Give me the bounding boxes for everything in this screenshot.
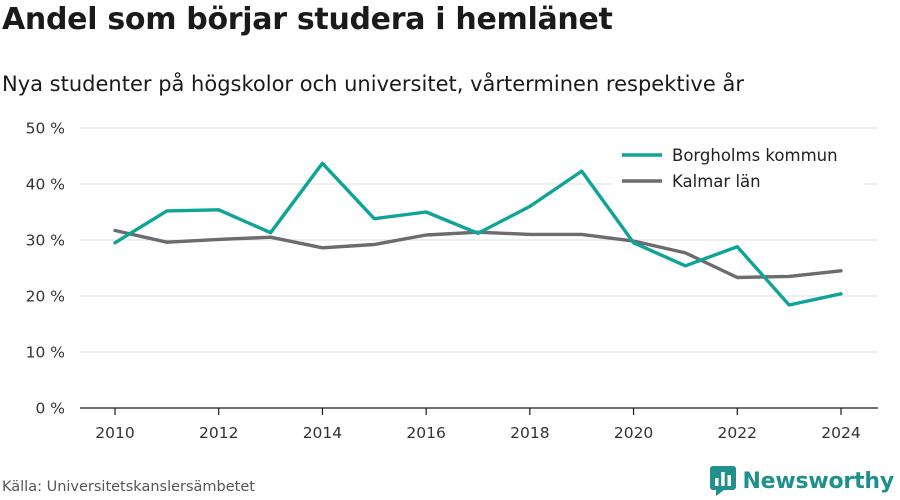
bar-chart-icon	[710, 466, 737, 496]
x-tick-label: 2010	[95, 424, 134, 442]
brand-logo: Newsworthy	[710, 466, 894, 496]
x-tick-label: 2022	[718, 424, 757, 442]
x-tick-label: 2024	[821, 424, 860, 442]
legend-label: Kalmar län	[672, 172, 761, 191]
series-line-borgholms-kommun	[113, 161, 843, 307]
y-axis-ticks: 0 % 10 % 20 % 30 % 40 % 50 %	[26, 120, 65, 418]
y-tick-label: 0 %	[35, 400, 65, 418]
y-tick-label: 10 %	[26, 344, 65, 362]
brand-name: Newsworthy	[742, 468, 894, 494]
x-tick-label: 2014	[303, 424, 342, 442]
y-tick-label: 30 %	[26, 232, 65, 250]
y-tick-label: 40 %	[26, 176, 65, 194]
chart-subtitle: Nya studenter på högskolor och universit…	[2, 72, 744, 96]
x-tick-label: 2018	[510, 424, 549, 442]
x-axis: 2010 2012 2014 2016 2018 2020 2022 2024	[80, 407, 878, 442]
x-tick-label: 2016	[406, 424, 445, 442]
chart-title: Andel som börjar studera i hemlänet	[2, 2, 613, 37]
y-tick-label: 20 %	[26, 288, 65, 306]
series-line-kalmar-län	[113, 228, 843, 280]
legend-label: Borgholms kommun	[672, 146, 838, 165]
legend-background	[612, 142, 864, 198]
y-tick-label: 50 %	[26, 120, 65, 138]
legend: Borgholms kommun Kalmar län	[612, 142, 864, 198]
x-tick-label: 2012	[199, 424, 238, 442]
source-note: Källa: Universitetskanslersämbetet	[2, 479, 255, 495]
series-lines	[113, 161, 843, 307]
x-tick-label: 2020	[614, 424, 653, 442]
